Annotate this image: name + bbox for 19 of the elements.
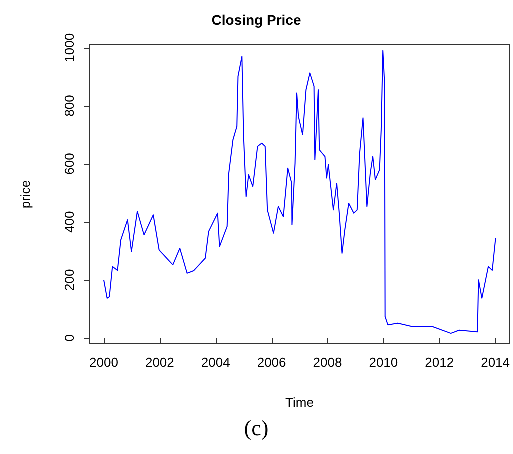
y-tick-label: 800 — [62, 95, 77, 117]
y-tick-label: 0 — [62, 334, 77, 342]
y-tick-label: 400 — [62, 211, 77, 233]
x-tick-label: 2006 — [257, 355, 286, 370]
y-axis-title: price — [18, 180, 33, 209]
chart-title: Closing Price — [212, 12, 302, 28]
line-series — [103, 50, 496, 334]
x-tick-label: 2008 — [313, 355, 342, 370]
y-tick-label: 600 — [62, 153, 77, 175]
y-tick-label: 1000 — [62, 33, 77, 62]
x-tick-label: 2004 — [201, 355, 230, 370]
x-tick-label: 2010 — [369, 355, 398, 370]
x-tick-label: 2002 — [145, 355, 174, 370]
x-tick-label: 2000 — [90, 355, 118, 370]
x-tick-label: 2014 — [481, 355, 510, 370]
y-tick-label: 200 — [62, 269, 77, 291]
text: (c) — [244, 416, 269, 440]
x-tick-label: 2012 — [425, 355, 454, 370]
x-axis-title: Time — [286, 395, 314, 410]
